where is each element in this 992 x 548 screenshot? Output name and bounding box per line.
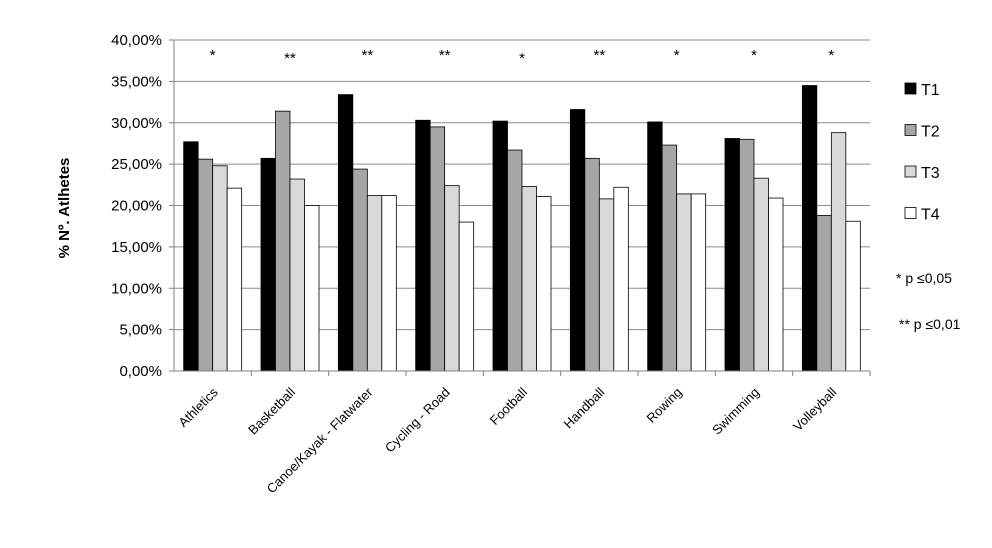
x-tick-label: Basketball	[245, 384, 298, 437]
bars	[183, 85, 861, 372]
y-tick-label: 30,00%	[111, 115, 162, 132]
bar-t1	[337, 94, 354, 372]
bar-t3	[598, 198, 615, 372]
bar-t3	[366, 195, 383, 372]
bar-t2	[352, 168, 368, 372]
legend-swatch-t2	[904, 124, 917, 136]
significance-marker: **	[284, 50, 296, 67]
x-tick-label: Volleyball	[790, 384, 840, 434]
y-tick-labels: 0,00% 5,00% 10,00% 15,00% 20,00% 25,00% 30,00%…	[111, 32, 162, 380]
bar-t3	[444, 185, 460, 372]
notes: * p ≤0,05 ** p ≤0,01	[896, 270, 961, 332]
bar-t2	[429, 126, 446, 372]
significance-marker: **	[361, 47, 373, 64]
significance-marker: *	[210, 47, 216, 64]
legend-label: T2	[921, 124, 940, 141]
bar-t4	[304, 205, 320, 372]
legend: T1 T2 T3 T4	[904, 82, 940, 224]
legend-swatch-t1	[904, 82, 917, 95]
bar-t4	[690, 193, 707, 372]
bar-t1	[801, 85, 818, 372]
bar-t1	[260, 157, 276, 372]
bar-t2	[275, 110, 291, 372]
bar-t4	[381, 195, 397, 372]
significance-markers: * ** ** ** * ** * * *	[210, 47, 835, 67]
bar-t4	[226, 187, 243, 372]
legend-label: T3	[921, 165, 940, 182]
x-tick-label: Handball	[561, 384, 608, 431]
bar-t3	[212, 165, 228, 372]
bar-t3	[521, 186, 537, 372]
bar-t1	[183, 141, 199, 372]
bar-t1	[647, 121, 663, 372]
bar-t2	[507, 149, 523, 372]
bar-t2	[816, 215, 832, 372]
y-tick-label: 5,00%	[119, 322, 162, 339]
significance-note: * p ≤0,05	[896, 270, 952, 286]
y-tick-label: 40,00%	[111, 32, 162, 49]
y-tick-label: 35,00%	[111, 73, 162, 90]
bar-t3	[676, 193, 692, 372]
bar-t2	[584, 157, 600, 372]
significance-marker: *	[519, 50, 525, 67]
legend-swatch-t3	[904, 165, 917, 178]
significance-note: ** p ≤0,01	[899, 316, 961, 332]
x-tick-label: Rowing	[644, 385, 685, 426]
y-tick-label: 25,00%	[111, 156, 162, 173]
x-tick-label: Swimming	[709, 385, 762, 438]
bar-t3	[830, 132, 847, 372]
bar-t1	[492, 120, 508, 372]
x-tick-label: Football	[487, 384, 530, 427]
y-tick-label: 15,00%	[111, 239, 162, 256]
bar-t4	[768, 197, 784, 372]
x-tick-label: Cycling - Road	[382, 385, 453, 456]
bar-t3	[289, 178, 305, 372]
bar-t3	[753, 177, 769, 372]
legend-label: T4	[921, 207, 940, 224]
bar-t1	[724, 138, 740, 372]
x-tick-label: Athletics	[175, 384, 221, 430]
legend-swatch-t4	[904, 207, 917, 219]
significance-marker: *	[751, 47, 757, 64]
y-tick-label: 0,00%	[119, 363, 162, 380]
significance-marker: **	[439, 47, 451, 64]
bar-t4	[458, 221, 475, 372]
axes	[169, 39, 871, 376]
y-tick-label: 10,00%	[111, 280, 162, 297]
bar-t2	[661, 144, 678, 372]
bar-t2	[739, 138, 755, 372]
legend-label: T1	[921, 82, 940, 99]
bar-t1	[569, 109, 586, 372]
significance-marker: **	[593, 47, 605, 64]
significance-marker: *	[828, 47, 834, 64]
y-axis-label: % Nº. Atlhetes	[56, 158, 73, 259]
bar-t2	[197, 158, 214, 372]
bar-t4	[613, 186, 629, 372]
y-tick-label: 20,00%	[111, 198, 162, 215]
bar-t4	[845, 220, 861, 372]
bar-t4	[536, 195, 552, 372]
bar-t1	[415, 119, 431, 372]
significance-marker: *	[674, 47, 680, 64]
